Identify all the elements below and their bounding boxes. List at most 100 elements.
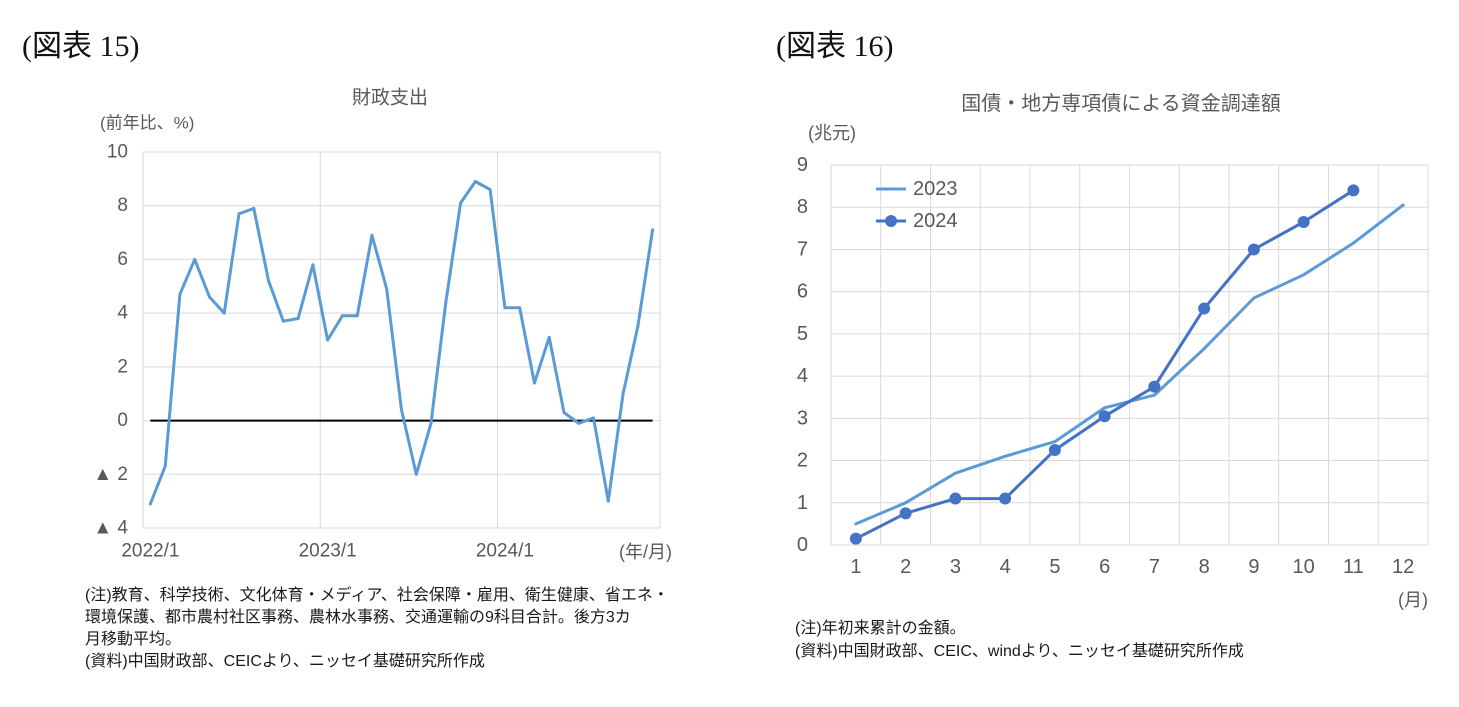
data-point [904,501,908,505]
data-point [518,306,522,310]
data-point [503,306,507,310]
data-point [163,464,167,468]
x-tick-label: 1 [850,556,861,578]
y-tick-label: 2 [797,450,808,472]
data-point [414,472,418,476]
data-point [1048,444,1061,456]
data-point [999,492,1012,505]
x-tick-label: 8 [1199,556,1210,578]
data-point [1351,241,1355,245]
y-tick-label: 9 [797,154,808,176]
source-line: (資料)中国財政部、CEIC、windより、ニッセイ基礎研究所作成 [795,643,1244,660]
data-point [267,279,271,283]
data-point [429,421,433,425]
data-point [636,325,640,329]
data-point [355,314,359,318]
data-point [1347,184,1360,197]
data-point [311,263,315,267]
data-point [849,532,862,545]
x-tick-label: 9 [1248,556,1259,578]
x-tick-label: 11 [1343,556,1364,578]
chart-15-gridlines [142,151,661,529]
x-tick-label: 7 [1149,556,1160,578]
note-line: (注)年初来累計の金額。 [795,620,966,637]
data-point [340,314,344,318]
y-tick-label: 10 [107,142,128,163]
x-tick-label: 3 [950,556,961,578]
figure-15-notes: (注)教育、科学技術、文化体育・メディア、社会保障・雇用、衛生健康、省エネ・ 環… [85,585,669,673]
x-tick-label: 12 [1392,556,1414,578]
data-point [1302,273,1306,277]
note-line: 環境保護、都市農村社区事務、農林水事務、交通運輸の9科目合計。後方3カ [85,609,631,626]
x-tick-label: 5 [1049,556,1060,578]
note-line: 月移動平均。 [85,631,182,648]
legend-item: 2024 [876,210,958,232]
y-tick-label: 1 [797,492,808,514]
data-point [222,311,226,315]
y-tick-label: 8 [117,195,128,216]
note-line: (注)教育、科学技術、文化体育・メディア、社会保障・雇用、衛生健康、省エネ・ [85,587,669,604]
y-tick-label: 4 [117,303,128,324]
data-point [1401,203,1405,207]
data-point [899,507,912,520]
x-tick-label: 2 [900,556,911,578]
chart-16-title: 国債・地方専項債による資金調達額 [961,92,1280,115]
data-point [1252,296,1256,300]
data-point [1098,410,1111,423]
data-point [1297,216,1310,228]
y-tick-label: 6 [797,281,808,303]
chart-16-legend: 2023 2024 [876,178,958,232]
data-point [562,411,566,415]
data-point [1053,440,1057,444]
y-tick-label: 0 [117,410,128,431]
y-tick-label: ▲ 4 [93,518,128,539]
chart-15-y-axis-unit: (前年比、%) [100,114,194,133]
data-point [1202,347,1206,351]
data-point [651,228,655,232]
data-point [592,416,596,420]
data-point [193,257,197,261]
data-point [1003,454,1007,458]
data-point [488,188,492,192]
x-tick-label: 2023/1 [299,541,357,562]
legend-label: 2024 [913,210,958,232]
chart-16-y-axis-unit: (兆元) [808,123,856,143]
y-tick-label: 3 [797,407,808,429]
data-point [1198,302,1211,315]
chart-15-x-axis-unit: (年/月) [619,542,672,562]
chart-15-title: 財政支出 [352,87,428,109]
data-point [400,408,403,412]
y-tick-label: 2 [117,356,128,377]
legend-label: 2023 [913,178,958,200]
series-2024 [849,184,1360,545]
x-tick-label: 10 [1293,556,1315,578]
x-tick-label: 2022/1 [121,541,179,562]
data-point [178,292,182,296]
data-point [577,421,581,425]
data-point [148,502,152,506]
data-point [385,287,389,291]
y-tick-label: 4 [797,365,808,387]
figure-16-heading: (図表 16) [776,30,894,63]
data-point [854,522,858,526]
y-tick-label: 5 [797,323,808,345]
x-tick-label: 6 [1099,556,1110,578]
series-line [148,180,655,506]
x-tick-label: 2024/1 [476,541,534,562]
figure-16-notes: (注)年初来累計の金額。 (資料)中国財政部、CEIC、windより、ニッセイ基… [795,617,1244,663]
source-line: (資料)中国財政部、CEICより、ニッセイ基礎研究所作成 [85,653,485,670]
y-tick-label: 8 [797,196,808,218]
data-point [370,233,374,237]
data-point [1148,380,1161,393]
y-tick-label: 7 [797,238,808,260]
data-point [1247,243,1260,256]
data-point [1103,406,1107,410]
y-tick-label: ▲ 2 [93,464,128,485]
y-tick-label: 0 [797,534,808,556]
figure-15-heading: (図表 15) [22,30,140,63]
data-point [1152,393,1156,397]
data-point [296,317,300,321]
